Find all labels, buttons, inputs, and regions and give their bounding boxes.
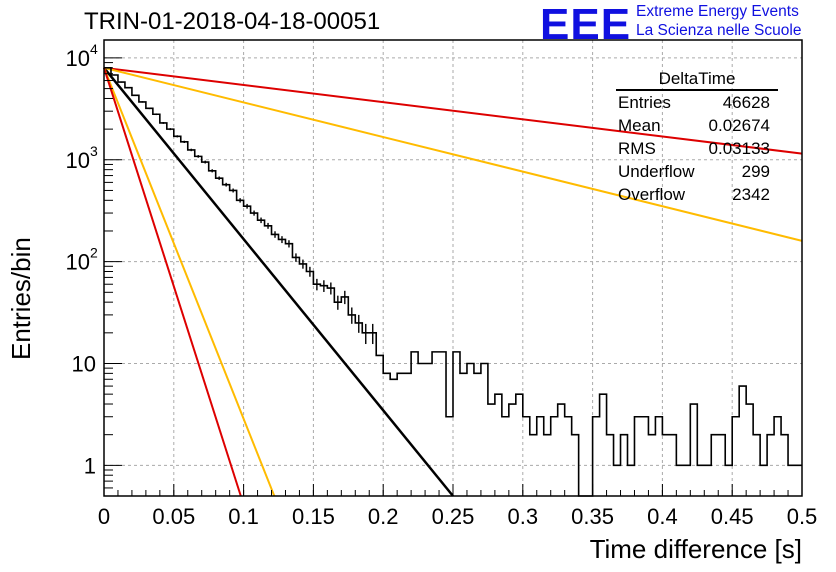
x-tick-label: 0.45 bbox=[711, 504, 754, 529]
model-curve-3 bbox=[103, 67, 276, 497]
y-tick-exponent: 4 bbox=[90, 41, 98, 57]
stats-box-title: DeltaTime bbox=[616, 68, 778, 91]
x-tick-label: 0.5 bbox=[787, 504, 818, 529]
histogram-layer bbox=[104, 67, 802, 497]
y-tick-exponent: 2 bbox=[90, 245, 98, 261]
x-tick-label: 0.2 bbox=[368, 504, 399, 529]
y-tick-label: 1 bbox=[84, 453, 96, 478]
stats-label: Underflow bbox=[618, 162, 695, 181]
stats-label: Mean bbox=[618, 116, 661, 135]
x-tick-label: 0.25 bbox=[432, 504, 475, 529]
stats-value: 46628 bbox=[722, 93, 770, 112]
plot-title: TRIN-01-2018-04-18-00051 bbox=[84, 8, 381, 35]
stats-box: DeltaTime Entries 46628 Mean 0.02674 RMS… bbox=[612, 68, 778, 206]
stats-value: 299 bbox=[741, 162, 770, 181]
stats-label: RMS bbox=[618, 139, 656, 158]
stats-label: Entries bbox=[618, 93, 671, 112]
model-curve-1 bbox=[103, 66, 803, 155]
x-tick-label: 0.4 bbox=[647, 504, 678, 529]
model-curve-4 bbox=[103, 67, 242, 497]
stats-value: 2342 bbox=[732, 185, 770, 204]
x-tick-label: 0.3 bbox=[508, 504, 539, 529]
y-tick-exponent: 3 bbox=[90, 143, 98, 159]
x-tick-label: 0.05 bbox=[152, 504, 195, 529]
stats-row-overflow: Overflow 2342 bbox=[612, 183, 778, 206]
stats-row-rms: RMS 0.03133 bbox=[612, 137, 778, 160]
org-line-2: La Scienza nelle Scuole bbox=[636, 22, 802, 39]
stats-row-entries: Entries 46628 bbox=[612, 91, 778, 114]
y-axis-label: Entries/bin bbox=[6, 237, 36, 360]
eee-logo: EEE bbox=[540, 0, 632, 49]
stats-value: 0.02674 bbox=[708, 116, 770, 135]
stats-row-underflow: Underflow 299 bbox=[612, 160, 778, 183]
organization-name: Extreme Energy Events La Scienza nelle S… bbox=[636, 2, 801, 40]
y-tick-label: 10 bbox=[66, 250, 90, 275]
histogram-steps bbox=[104, 67, 802, 497]
model-curve-2 bbox=[103, 66, 803, 242]
org-line-1: Extreme Energy Events bbox=[636, 3, 799, 20]
stats-label: Overflow bbox=[618, 185, 686, 204]
y-tick-label: 10 bbox=[66, 46, 90, 71]
y-tick-label: 10 bbox=[66, 148, 90, 173]
series-layer bbox=[103, 66, 803, 497]
stats-row-mean: Mean 0.02674 bbox=[612, 114, 778, 137]
y-tick-label: 10 bbox=[72, 351, 96, 376]
x-axis-label: Time difference [s] bbox=[589, 534, 802, 564]
axis-ticks: 0 0.05 0.1 0.15 0.2 0.25 0.3 0.35 0.4 0.45 0.5 1 10 1… bbox=[66, 41, 818, 529]
x-tick-label: 0 bbox=[98, 504, 110, 529]
x-tick-label: 0.1 bbox=[228, 504, 259, 529]
x-tick-label: 0.35 bbox=[571, 504, 614, 529]
stats-value: 0.03133 bbox=[708, 139, 770, 158]
x-tick-label: 0.15 bbox=[292, 504, 335, 529]
fit-line bbox=[103, 67, 454, 497]
